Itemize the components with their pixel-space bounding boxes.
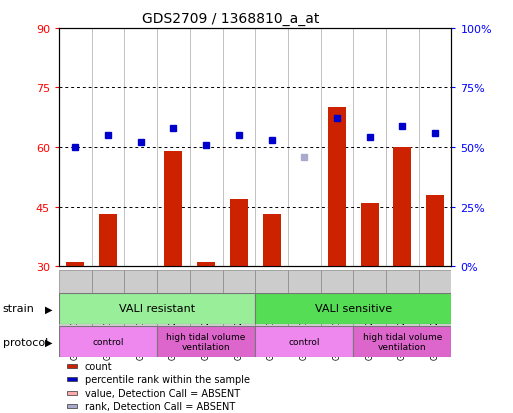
Bar xyxy=(426,195,444,266)
Bar xyxy=(386,271,419,356)
Bar xyxy=(255,271,288,356)
Bar xyxy=(67,391,77,395)
Text: high tidal volume
ventilation: high tidal volume ventilation xyxy=(167,332,246,351)
Text: protocol: protocol xyxy=(3,337,48,347)
Bar xyxy=(328,108,346,266)
Text: GSM162919: GSM162919 xyxy=(332,313,342,359)
Text: ▶: ▶ xyxy=(45,337,52,347)
Text: VALI resistant: VALI resistant xyxy=(119,304,195,314)
Text: GSM162923: GSM162923 xyxy=(365,313,374,359)
Text: count: count xyxy=(85,361,112,371)
Text: GSM162916: GSM162916 xyxy=(136,313,145,359)
Bar xyxy=(321,271,353,356)
Bar xyxy=(59,293,255,324)
Bar xyxy=(288,271,321,356)
Bar xyxy=(99,215,117,266)
Bar xyxy=(190,271,223,356)
Text: value, Detection Call = ABSENT: value, Detection Call = ABSENT xyxy=(85,388,240,398)
Bar xyxy=(353,326,451,357)
Text: high tidal volume
ventilation: high tidal volume ventilation xyxy=(363,332,442,351)
Text: GSM162918: GSM162918 xyxy=(300,313,309,359)
Text: percentile rank within the sample: percentile rank within the sample xyxy=(85,375,249,385)
Text: VALI sensitive: VALI sensitive xyxy=(315,304,392,314)
Bar xyxy=(255,326,353,357)
Text: rank, Detection Call = ABSENT: rank, Detection Call = ABSENT xyxy=(85,401,235,411)
Text: control: control xyxy=(92,337,124,346)
Bar xyxy=(67,404,77,408)
Bar xyxy=(67,377,77,381)
Text: strain: strain xyxy=(3,304,34,314)
Bar xyxy=(165,152,183,266)
Bar xyxy=(223,271,255,356)
Text: ▶: ▶ xyxy=(45,304,52,314)
Text: GDS2709 / 1368810_a_at: GDS2709 / 1368810_a_at xyxy=(142,12,320,26)
Bar xyxy=(157,271,190,356)
Bar xyxy=(66,262,84,266)
Text: GSM162925: GSM162925 xyxy=(430,313,440,359)
Text: GSM162914: GSM162914 xyxy=(71,313,80,359)
Bar xyxy=(230,199,248,266)
Bar xyxy=(263,215,281,266)
Bar xyxy=(197,262,215,266)
Text: GSM162924: GSM162924 xyxy=(398,313,407,359)
Bar xyxy=(419,271,451,356)
Text: GSM162922: GSM162922 xyxy=(234,313,243,359)
Bar xyxy=(92,271,125,356)
Bar xyxy=(255,293,451,324)
Text: control: control xyxy=(288,337,320,346)
Bar xyxy=(124,271,157,356)
Bar xyxy=(59,271,92,356)
Bar xyxy=(361,203,379,266)
Bar xyxy=(67,364,77,368)
Text: GSM162920: GSM162920 xyxy=(169,313,178,359)
Bar xyxy=(353,271,386,356)
Text: GSM162915: GSM162915 xyxy=(104,313,112,359)
Text: GSM162921: GSM162921 xyxy=(202,313,211,359)
Bar xyxy=(59,326,157,357)
Bar xyxy=(393,147,411,266)
Text: GSM162917: GSM162917 xyxy=(267,313,276,359)
Bar xyxy=(157,326,255,357)
